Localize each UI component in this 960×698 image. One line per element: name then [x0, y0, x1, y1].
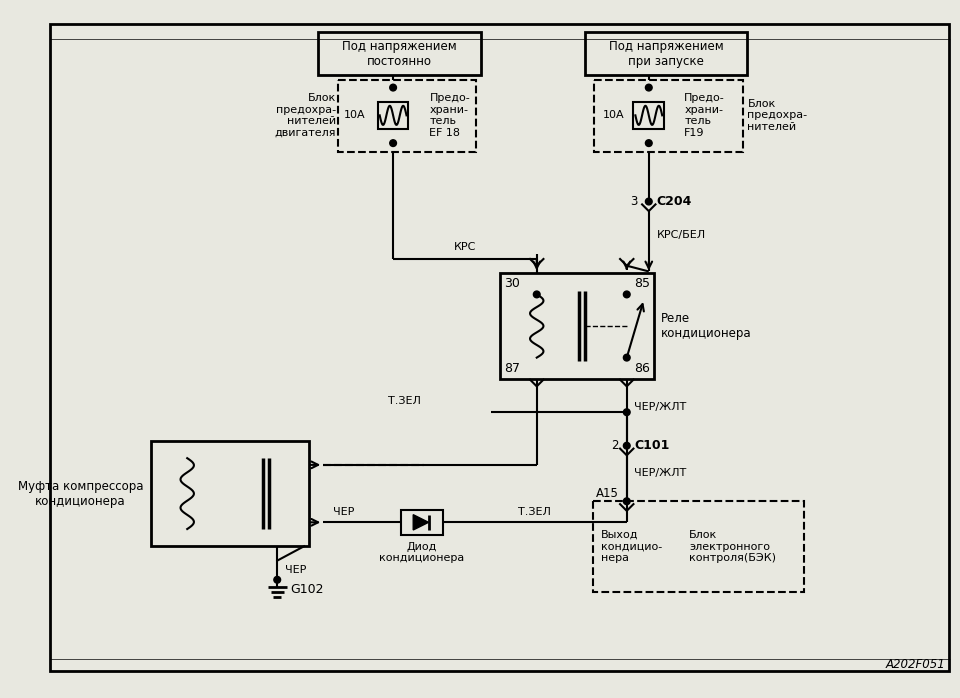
Text: 30: 30	[504, 277, 520, 290]
Circle shape	[390, 140, 396, 147]
Text: Блок
электронного
контроля(БЭК): Блок электронного контроля(БЭК)	[689, 530, 776, 563]
Text: Реле
кондиционера: Реле кондиционера	[661, 312, 752, 340]
Text: 87: 87	[504, 362, 520, 375]
Text: Под напряжением
постоянно: Под напряжением постоянно	[343, 40, 457, 68]
Circle shape	[623, 355, 630, 361]
Text: 2: 2	[612, 439, 619, 452]
Text: Диод
кондиционера: Диод кондиционера	[379, 542, 465, 563]
Circle shape	[534, 291, 540, 298]
Circle shape	[623, 291, 630, 298]
Text: Предо-
храни-
тель
EF 18: Предо- храни- тель EF 18	[429, 93, 470, 138]
Bar	[151, 441, 309, 547]
Text: Муфта компрессора
кондиционера: Муфта компрессора кондиционера	[17, 480, 143, 507]
Text: A202F051: A202F051	[886, 658, 946, 671]
Text: Под напряжением
при запуске: Под напряжением при запуске	[609, 40, 724, 68]
Text: 10А: 10А	[344, 110, 366, 120]
Text: ЧЕР/ЖЛТ: ЧЕР/ЖЛТ	[635, 403, 686, 413]
Bar	[500, 274, 654, 379]
Text: A15: A15	[596, 487, 619, 500]
Text: Предо-
храни-
тель
F19: Предо- храни- тель F19	[684, 93, 725, 138]
Bar	[593, 501, 804, 592]
Bar	[594, 80, 743, 151]
Text: 3: 3	[630, 195, 637, 208]
Text: Блок
предохра-
нителей
двигателя: Блок предохра- нителей двигателя	[275, 93, 336, 138]
Text: Т.ЗЕЛ: Т.ЗЕЛ	[518, 507, 551, 517]
Circle shape	[274, 577, 280, 583]
Text: Блок
предохра-
нителей: Блок предохра- нителей	[748, 98, 807, 132]
Text: КРС: КРС	[454, 242, 476, 252]
Text: 10А: 10А	[603, 110, 624, 120]
Circle shape	[623, 498, 630, 505]
Text: ЧЕР/ЖЛТ: ЧЕР/ЖЛТ	[635, 468, 686, 477]
Circle shape	[645, 84, 652, 91]
Circle shape	[645, 140, 652, 147]
Polygon shape	[413, 514, 428, 530]
Bar	[400, 510, 443, 535]
Bar	[378, 102, 408, 128]
Text: Выход
кондицио-
нера: Выход кондицио- нера	[601, 530, 662, 563]
Text: 85: 85	[634, 277, 650, 290]
Bar	[585, 32, 748, 75]
Text: ЧЕР: ЧЕР	[333, 507, 354, 517]
Circle shape	[390, 84, 396, 91]
Circle shape	[645, 198, 652, 205]
Bar	[338, 80, 476, 151]
Circle shape	[623, 443, 630, 449]
Bar	[634, 102, 664, 128]
Text: 86: 86	[634, 362, 650, 375]
Text: C204: C204	[657, 195, 692, 208]
Text: КРС/БЕЛ: КРС/БЕЛ	[657, 230, 706, 240]
Text: C101: C101	[635, 439, 670, 452]
Circle shape	[623, 409, 630, 415]
Text: Т.ЗЕЛ: Т.ЗЕЛ	[388, 396, 421, 406]
Text: ЧЕР: ЧЕР	[285, 565, 306, 575]
Bar	[319, 32, 481, 75]
Text: G102: G102	[291, 583, 324, 596]
